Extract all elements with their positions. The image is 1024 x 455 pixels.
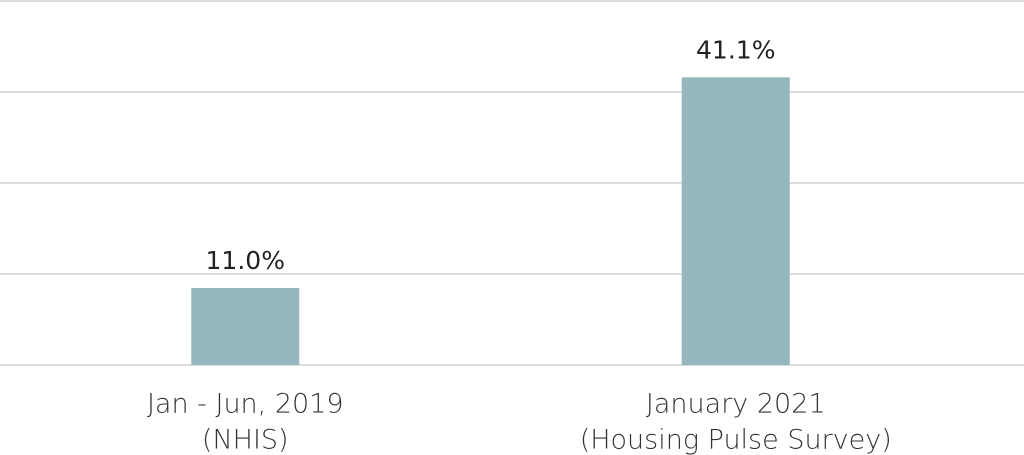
x-tick-label: (Housing Pulse Survey) bbox=[580, 425, 892, 455]
bar bbox=[681, 77, 790, 366]
x-tick-label: (NHIS) bbox=[202, 425, 289, 455]
value-label: 41.1% bbox=[696, 35, 775, 64]
x-tick-label: Jan - Jun, 2019 bbox=[147, 389, 344, 420]
x-tick-label: January 2021 bbox=[646, 389, 826, 420]
bar bbox=[191, 288, 300, 365]
value-label: 11.0% bbox=[206, 246, 285, 275]
